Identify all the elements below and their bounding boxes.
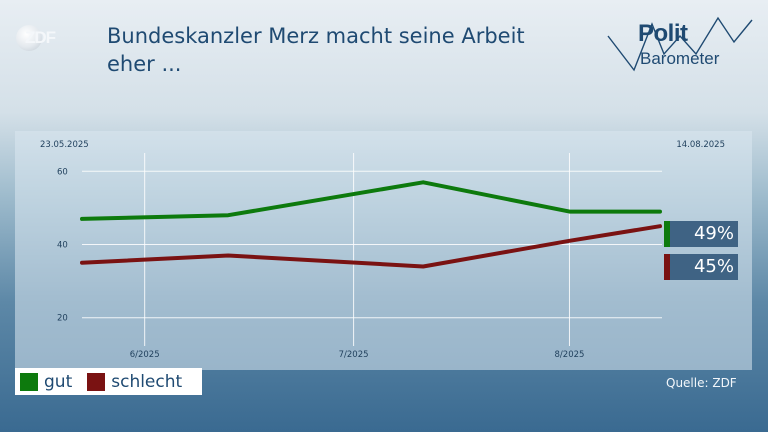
legend-swatch-gut: [20, 372, 38, 391]
y-tick-label-40: 40: [57, 241, 68, 251]
legend-label-schlecht: schlecht: [111, 371, 183, 392]
politbarometer-zigzag-icon: [607, 16, 753, 72]
series-line-gut: [80, 180, 662, 221]
end-label-schlecht-stripe: [664, 254, 670, 280]
legend-swatch-schlecht: [87, 372, 106, 391]
end-label-gut-text: 49%: [693, 223, 734, 244]
zdf-logo-disc: [16, 25, 42, 51]
source-note: Quelle: ZDF: [666, 376, 737, 390]
chart-panel: 20 40 60 6/2025 7/2025 8/2025 23.05.2025 14.08.…: [15, 131, 752, 370]
end-label-schlecht-text: 45%: [693, 256, 734, 277]
brand-line2: Barometer: [640, 49, 720, 68]
legend-item-gut: gut: [20, 372, 72, 392]
end-label-gut: 49%: [664, 221, 738, 247]
chart-title: Bundeskanzler Merz macht seine Arbeit eh…: [107, 24, 525, 76]
zdf-logo-text: ZDF: [25, 28, 56, 47]
legend-label-gut: gut: [44, 371, 73, 392]
end-label-schlecht: 45%: [664, 254, 738, 280]
date-start-label: 23.05.2025: [40, 140, 89, 150]
politbarometer-logo: Polit Barometer: [606, 16, 756, 76]
date-end-label: 14.08.2025: [676, 140, 725, 150]
zdf-logo: ZDF: [16, 24, 78, 52]
series-line-schlecht: [80, 224, 662, 269]
x-tick-label-2: 8/2025: [555, 350, 585, 360]
y-tick-label-60: 60: [57, 167, 68, 177]
end-label-gut-stripe: [664, 221, 670, 247]
x-tick-label-1: 7/2025: [339, 350, 369, 360]
y-tick-label-20: 20: [57, 314, 68, 324]
legend-item-schlecht: schlecht: [87, 372, 182, 392]
brand-line1: Polit: [638, 20, 688, 47]
line-chart: 20 40 60 6/2025 7/2025 8/2025 23.05.2025 14.08.…: [40, 140, 725, 360]
x-tick-label-0: 6/2025: [130, 350, 160, 360]
legend: gut schlecht: [15, 368, 202, 395]
